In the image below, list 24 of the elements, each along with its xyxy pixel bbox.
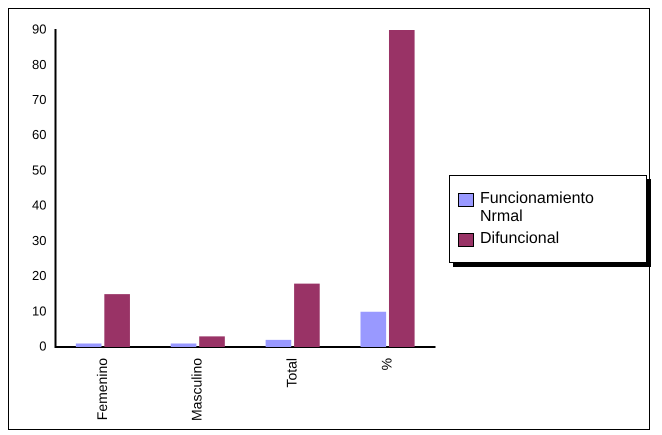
bar xyxy=(199,336,225,347)
x-tick-label: Masculino xyxy=(188,358,205,422)
y-tick-label: 50 xyxy=(32,162,46,178)
y-tick-label: 10 xyxy=(32,303,46,318)
x-tick-label: % xyxy=(378,358,394,370)
y-tick-label: 90 xyxy=(32,22,46,37)
bar xyxy=(76,343,102,347)
y-tick-label: 30 xyxy=(32,232,46,248)
bar xyxy=(104,294,130,347)
x-tick-label: Total xyxy=(284,358,300,388)
y-tick-label: 20 xyxy=(32,268,46,284)
bar xyxy=(360,312,386,347)
bar xyxy=(388,30,415,347)
y-tick-label: 40 xyxy=(32,198,46,213)
y-tick-label: 0 xyxy=(39,338,46,354)
y-tick-label: 70 xyxy=(32,92,46,108)
bar xyxy=(294,284,320,347)
x-tick-label: Femenino xyxy=(94,358,110,420)
legend-label: Funcionamiento Nrmal xyxy=(480,190,595,226)
y-tick-label: 60 xyxy=(32,127,46,142)
legend-label: Difuncional xyxy=(480,230,560,248)
bar xyxy=(170,343,196,347)
bar xyxy=(266,340,292,347)
y-tick-label: 80 xyxy=(32,56,46,72)
